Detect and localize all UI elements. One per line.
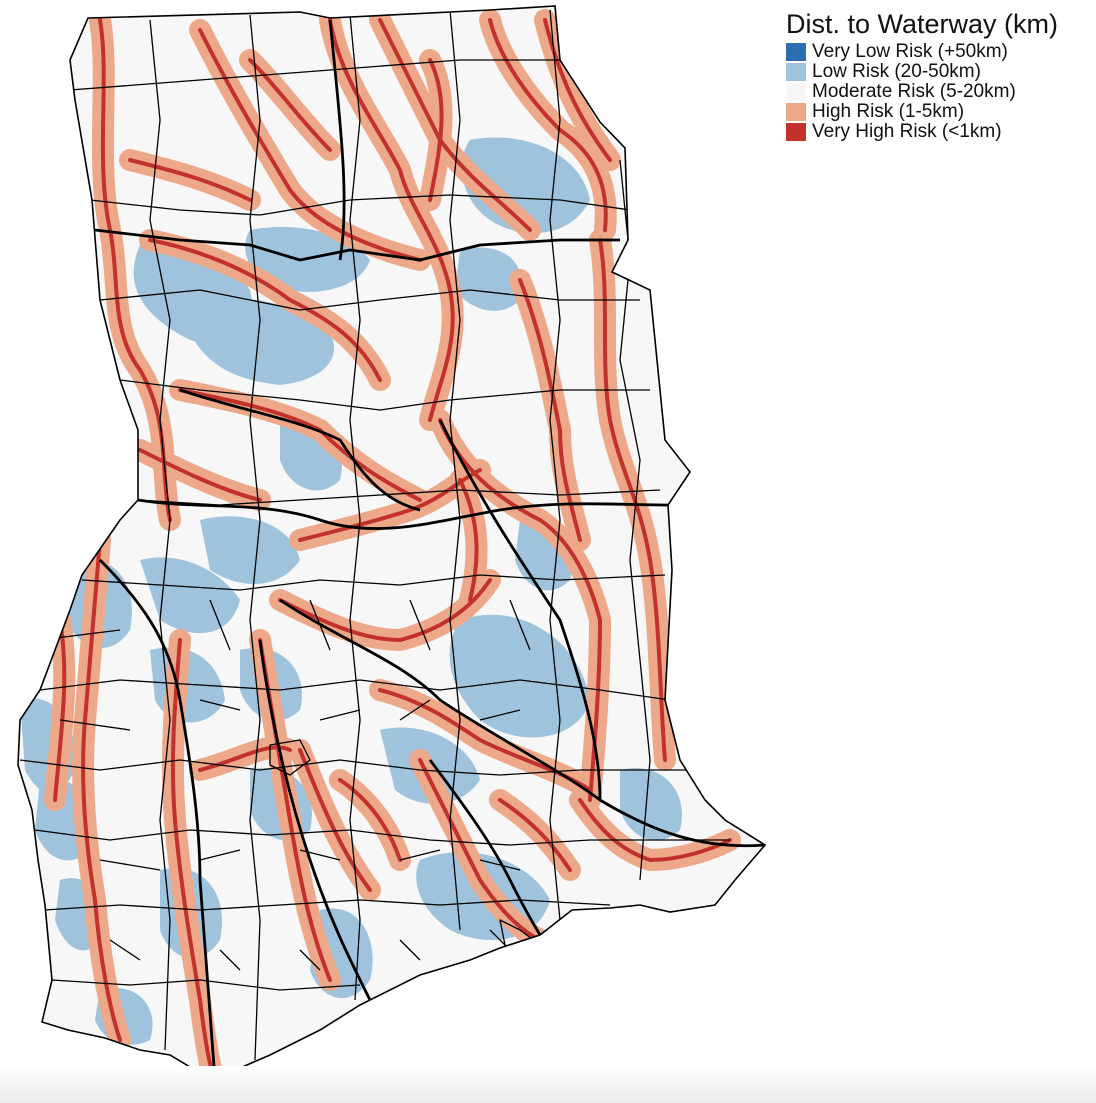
legend-swatch bbox=[786, 63, 806, 81]
legend-label: Moderate Risk (5-20km) bbox=[812, 81, 1016, 102]
map-legend: Dist. to Waterway (km) Very Low Risk (+5… bbox=[786, 8, 1086, 142]
bottom-edge bbox=[0, 1066, 1096, 1103]
legend-item-moderate: Moderate Risk (5-20km) bbox=[786, 82, 1086, 102]
legend-item-very-low: Very Low Risk (+50km) bbox=[786, 42, 1086, 62]
legend-item-high: High Risk (1-5km) bbox=[786, 102, 1086, 122]
district-boundaries bbox=[19, 9, 730, 1061]
legend-label: High Risk (1-5km) bbox=[812, 101, 965, 122]
legend-label: Very Low Risk (+50km) bbox=[812, 41, 1008, 62]
legend-swatch bbox=[786, 123, 806, 141]
legend-swatch bbox=[786, 43, 806, 61]
legend-title: Dist. to Waterway (km) bbox=[786, 9, 1059, 39]
legend-swatch bbox=[786, 103, 806, 121]
legend-label: Very High Risk (<1km) bbox=[812, 121, 1002, 142]
region-boundaries bbox=[94, 19, 765, 1081]
legend-swatch bbox=[786, 83, 806, 101]
legend-item-low: Low Risk (20-50km) bbox=[786, 62, 1086, 82]
legend-label: Low Risk (20-50km) bbox=[812, 61, 981, 82]
legend-item-very-high: Very High Risk (<1km) bbox=[786, 122, 1086, 142]
